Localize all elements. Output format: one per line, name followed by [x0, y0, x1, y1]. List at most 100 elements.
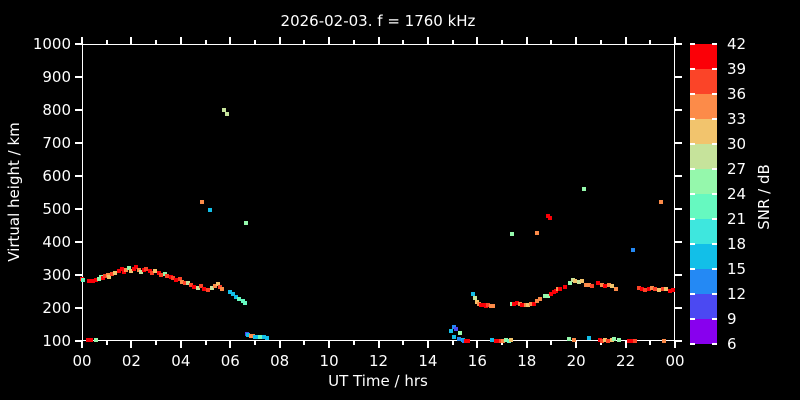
colorbar-segment	[690, 144, 717, 169]
data-point	[529, 302, 534, 307]
x-axis-major-tick	[130, 341, 133, 348]
colorbar-tick	[690, 93, 695, 95]
data-point	[627, 339, 632, 343]
x-axis-major-tick-top	[81, 37, 83, 44]
colorbar-tick	[690, 268, 695, 270]
x-axis-tick-label: 18	[517, 352, 537, 370]
data-point	[243, 220, 248, 225]
x-axis-minor-tick-top	[352, 40, 355, 44]
data-point	[188, 282, 193, 287]
data-point	[479, 302, 484, 307]
data-point	[567, 337, 572, 342]
y-axis-major-tick-right	[675, 241, 682, 243]
data-point	[222, 108, 227, 112]
data-point	[606, 338, 611, 343]
y-axis-major-tick	[75, 208, 82, 210]
colorbar-tick	[690, 43, 695, 45]
data-point	[458, 331, 463, 336]
data-point	[129, 269, 134, 274]
data-point	[501, 338, 506, 343]
data-point	[517, 302, 522, 307]
data-point	[208, 207, 213, 212]
data-point	[224, 111, 229, 116]
colorbar-tick	[690, 168, 695, 170]
colorbar-tick-right	[712, 43, 717, 45]
data-point	[236, 297, 241, 302]
y-axis-major-tick	[75, 76, 82, 78]
data-point	[603, 283, 608, 288]
plot-area	[82, 44, 675, 341]
colorbar-segment	[690, 319, 717, 344]
y-axis-major-tick-right	[675, 76, 682, 78]
data-point	[490, 338, 495, 342]
x-axis-major-tick-top	[130, 37, 133, 44]
data-point	[101, 275, 105, 280]
colorbar-tick	[690, 193, 695, 195]
data-point	[481, 303, 486, 308]
x-axis-major-tick-top	[328, 37, 331, 44]
data-point	[633, 338, 638, 343]
x-axis-minor-tick	[303, 341, 306, 345]
x-axis-minor-tick-top	[155, 40, 158, 44]
data-point	[546, 213, 551, 218]
data-point	[662, 339, 667, 343]
x-axis-tick-label: 22	[616, 352, 636, 370]
data-point	[549, 292, 554, 297]
data-point	[476, 301, 481, 306]
y-axis-major-tick	[75, 175, 82, 177]
x-axis-tick-label: 14	[418, 352, 438, 370]
x-axis-major-tick	[229, 341, 232, 348]
colorbar-tick-label: 24	[727, 185, 747, 203]
data-point	[466, 339, 471, 343]
colorbar-tick-label: 9	[727, 310, 737, 328]
y-axis-major-tick	[75, 274, 82, 276]
x-axis-minor-tick-top	[451, 40, 454, 44]
colorbar-tick-right	[712, 293, 717, 295]
x-axis-minor-tick	[501, 341, 504, 345]
x-axis-major-tick-top	[476, 37, 479, 44]
data-point	[670, 287, 675, 292]
y-axis-tick-label: 500	[42, 200, 71, 218]
y-axis-major-tick-right	[675, 340, 682, 342]
data-point	[558, 287, 563, 292]
data-point	[230, 292, 235, 297]
colorbar-segment	[690, 219, 717, 244]
y-axis-tick-label: 100	[42, 332, 71, 350]
data-point	[165, 273, 170, 278]
colorbar-tick	[690, 218, 695, 220]
data-point	[144, 266, 149, 271]
x-axis-major-tick-top	[377, 37, 380, 44]
plot-title: 2026-02-03. f = 1760 kHz	[280, 12, 476, 30]
colorbar-segment	[690, 244, 717, 269]
y-axis-major-tick-right	[675, 208, 682, 210]
data-point	[449, 329, 454, 334]
colorbar-tick	[690, 343, 695, 345]
x-axis-minor-tick	[599, 341, 602, 345]
colorbar-tick-label: 6	[727, 335, 737, 353]
y-axis-major-tick	[75, 109, 82, 111]
data-point	[150, 270, 155, 275]
data-point	[523, 303, 528, 308]
data-point	[609, 283, 614, 288]
x-axis-major-tick-top	[525, 37, 528, 44]
colorbar-tick-label: 36	[727, 85, 747, 103]
x-axis-minor-tick-top	[599, 40, 602, 44]
x-axis-tick-label: 00	[665, 352, 685, 370]
colorbar-tick-right	[712, 243, 717, 245]
data-point	[233, 295, 238, 300]
colorbar-segment	[690, 269, 717, 294]
x-axis-major-tick-top	[575, 37, 578, 44]
data-point	[503, 338, 508, 343]
data-point	[199, 200, 204, 205]
colorbar-tick-label: 27	[727, 160, 747, 178]
data-point	[265, 335, 270, 340]
data-point	[573, 279, 578, 284]
y-axis-tick-label: 800	[42, 101, 71, 119]
data-point	[509, 338, 514, 342]
y-axis-major-tick	[75, 43, 82, 45]
data-point	[483, 304, 488, 309]
data-point	[590, 283, 595, 288]
x-axis-major-tick	[278, 341, 281, 348]
data-point	[134, 265, 139, 270]
data-point	[156, 270, 161, 275]
